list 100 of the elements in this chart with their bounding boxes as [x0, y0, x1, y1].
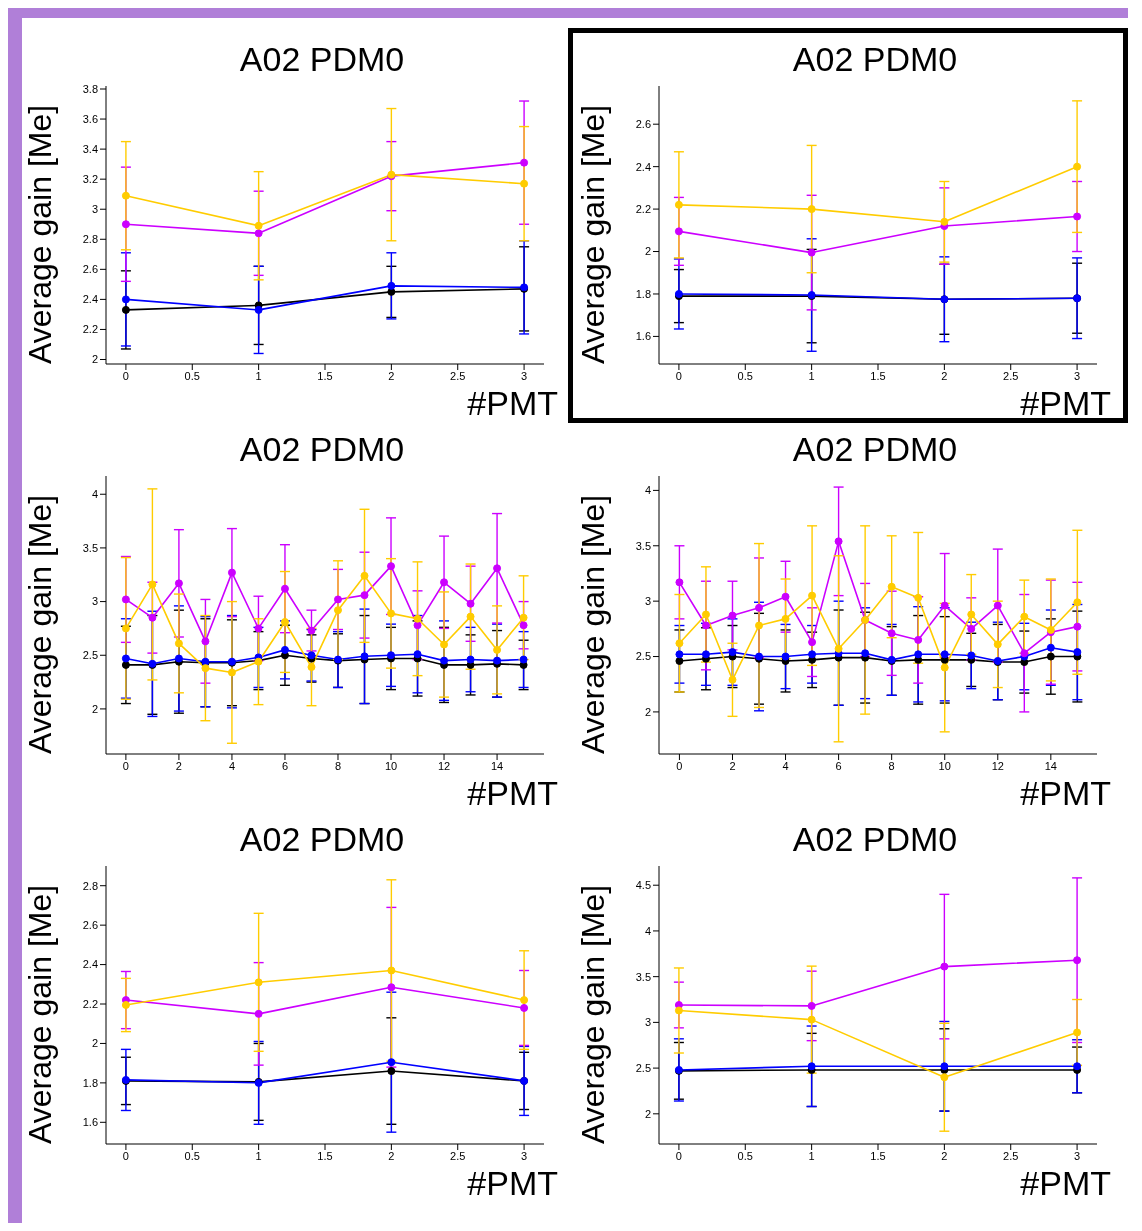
y-tick-label: 2 [644, 245, 651, 258]
x-tick-label: 3 [1074, 1149, 1081, 1162]
x-tick-label: 4 [228, 759, 235, 772]
y-tick-label: 4 [644, 484, 651, 497]
x-tick-label: 2 [941, 369, 948, 382]
x-tick-label: 12 [437, 759, 451, 772]
x-axis-title: #PMT [466, 1164, 559, 1203]
x-tick-label: 14 [490, 759, 504, 772]
y-tick-label: 2.4 [635, 160, 651, 173]
x-tick-label: 0.5 [737, 369, 753, 382]
y-tick-label: 3.2 [82, 173, 98, 186]
x-tick-label: 1 [808, 369, 815, 382]
chart-title: A02 PDM0 [238, 820, 406, 860]
y-tick-label: 3.4 [82, 143, 98, 156]
y-tick-label: 3.8 [82, 82, 98, 95]
x-tick-label: 1.5 [870, 369, 886, 382]
x-axis-title: #PMT [466, 384, 559, 423]
x-tick-label: 10 [384, 759, 398, 772]
x-tick-label: 3 [1074, 369, 1081, 382]
y-tick-label: 3.5 [82, 541, 98, 554]
x-tick-label: 0.5 [184, 1149, 200, 1162]
x-tick-label: 2 [941, 1149, 948, 1162]
x-tick-label: 2.5 [1003, 1149, 1019, 1162]
y-tick-label: 2 [91, 353, 98, 366]
y-tick-label: 2.6 [82, 919, 98, 932]
x-tick-label: 0.5 [184, 369, 200, 382]
y-tick-label: 2.4 [82, 958, 98, 971]
x-tick-label: 14 [1044, 759, 1057, 772]
y-tick-label: 2.8 [82, 879, 98, 892]
y-tick-label: 3.5 [635, 539, 651, 552]
x-tick-label: 2 [388, 1149, 395, 1162]
y-tick-label: 3 [91, 203, 98, 216]
x-tick-label: 2 [388, 369, 395, 382]
y-tick-label: 2.2 [82, 997, 98, 1010]
x-axis-title: #PMT [466, 774, 559, 813]
y-tick-label: 2 [644, 1107, 651, 1120]
x-tick-label: 3 [521, 369, 528, 382]
y-tick-label: 2.5 [635, 650, 651, 663]
y-tick-label: 2.2 [82, 323, 98, 336]
y-axis-title: Average gain [Me] [575, 493, 612, 756]
y-tick-label: 3 [644, 595, 651, 608]
y-tick-label: 3.6 [82, 112, 98, 125]
x-tick-label: 8 [334, 759, 342, 772]
x-tick-label: 10 [938, 759, 951, 772]
y-tick-label: 1.8 [82, 1076, 98, 1089]
x-axis-title: #PMT [1019, 774, 1112, 813]
x-tick-label: 2.5 [450, 1149, 466, 1162]
chart-title: A02 PDM0 [791, 40, 959, 80]
y-tick-label: 1.6 [82, 1116, 98, 1129]
x-tick-label: 3 [521, 1149, 528, 1162]
y-tick-label: 1.8 [635, 287, 651, 300]
x-axis-title: #PMT [1019, 384, 1112, 423]
x-tick-label: 2.5 [450, 369, 466, 382]
y-tick-label: 2.6 [635, 118, 651, 131]
y-axis-title: Average gain [Me] [22, 493, 59, 756]
x-tick-label: 0 [675, 1149, 682, 1162]
y-axis-title: Average gain [Me] [575, 103, 612, 366]
chart-title: A02 PDM0 [791, 430, 959, 470]
y-tick-label: 2.5 [635, 1062, 651, 1074]
x-tick-label: 2 [729, 759, 736, 772]
x-tick-label: 0 [676, 759, 683, 772]
y-tick-label: 2.8 [82, 233, 98, 246]
x-tick-label: 1 [808, 1149, 815, 1162]
y-tick-label: 4 [644, 924, 651, 937]
y-tick-label: 2 [91, 1037, 98, 1050]
x-tick-label: 4 [782, 759, 789, 772]
x-tick-label: 1.5 [317, 369, 333, 382]
y-tick-label: 4.5 [635, 879, 651, 892]
y-axis-title: Average gain [Me] [575, 883, 612, 1146]
x-tick-label: 1.5 [870, 1149, 886, 1162]
x-tick-label: 6 [281, 759, 289, 772]
y-tick-label: 3 [91, 595, 98, 608]
x-tick-label: 0 [122, 1149, 129, 1162]
y-tick-label: 2.6 [82, 263, 98, 276]
chart-title: A02 PDM0 [238, 40, 406, 80]
chart-title: A02 PDM0 [791, 820, 959, 860]
y-tick-label: 3.5 [635, 970, 651, 983]
x-axis-title: #PMT [1019, 1164, 1112, 1203]
y-tick-label: 4 [91, 488, 98, 501]
x-tick-label: 0 [675, 369, 682, 382]
x-tick-label: 0.5 [737, 1149, 753, 1162]
x-tick-label: 1.5 [317, 1149, 333, 1162]
y-tick-label: 2 [644, 705, 651, 718]
x-tick-label: 12 [991, 759, 1004, 772]
y-axis-title: Average gain [Me] [22, 883, 59, 1146]
x-tick-label: 2 [175, 759, 182, 772]
x-tick-label: 2.5 [1003, 369, 1019, 382]
x-tick-label: 0 [122, 369, 129, 382]
y-tick-label: 2.4 [82, 293, 98, 306]
y-tick-label: 2 [91, 702, 98, 715]
y-axis-title: Average gain [Me] [22, 103, 59, 366]
chart-title: A02 PDM0 [238, 430, 406, 470]
y-tick-label: 3 [644, 1016, 651, 1029]
y-tick-label: 1.6 [635, 330, 651, 343]
x-tick-label: 6 [835, 759, 842, 772]
x-tick-label: 8 [888, 759, 895, 772]
x-tick-label: 0 [122, 759, 129, 772]
x-tick-label: 1 [255, 369, 262, 382]
x-tick-label: 1 [255, 1149, 262, 1162]
y-tick-label: 2.2 [635, 202, 651, 215]
